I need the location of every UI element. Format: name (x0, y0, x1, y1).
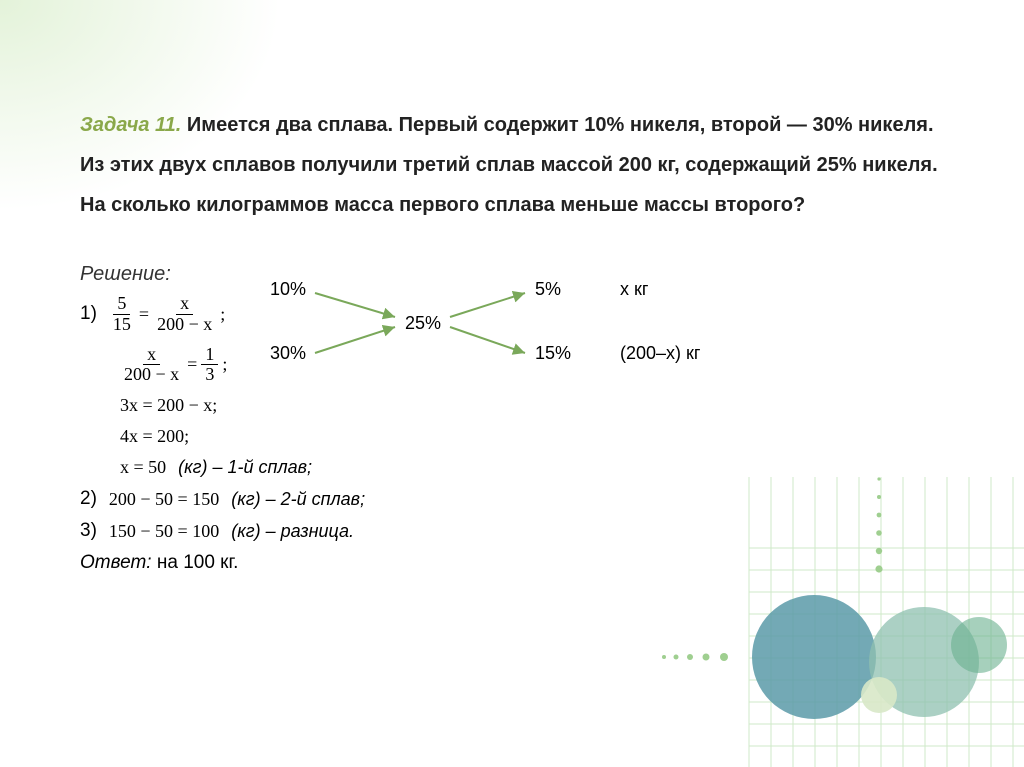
step-1e: x = 50 (кг) – 1-й сплав; (120, 457, 944, 478)
step-1b: x200 − x = 13 ; (120, 345, 944, 386)
step-1b-eq: x200 − x = 13 ; (120, 345, 227, 386)
step-1c: 3x = 200 − x; (120, 395, 944, 416)
step-1-num: 1) (80, 303, 97, 325)
step-2: 2) 200 − 50 = 150 (кг) – 2-й сплав; (80, 488, 944, 510)
problem-body: Имеется два сплава. Первый содержит 10% … (80, 114, 938, 216)
task-label: Задача 11. (80, 114, 181, 136)
problem-text: Задача 11. Имеется два сплава. Первый со… (80, 105, 944, 225)
step-1d: 4x = 200; (120, 426, 944, 447)
step-1: 1) 515 = x200 − x ; (80, 294, 944, 335)
solution-label: Решение: (80, 263, 171, 286)
step-3: 3) 150 − 50 = 100 (кг) – разница. (80, 520, 944, 542)
answer: Ответ: на 100 кг. (80, 552, 944, 574)
step-1a-eq: 515 = x200 − x ; (109, 294, 225, 335)
